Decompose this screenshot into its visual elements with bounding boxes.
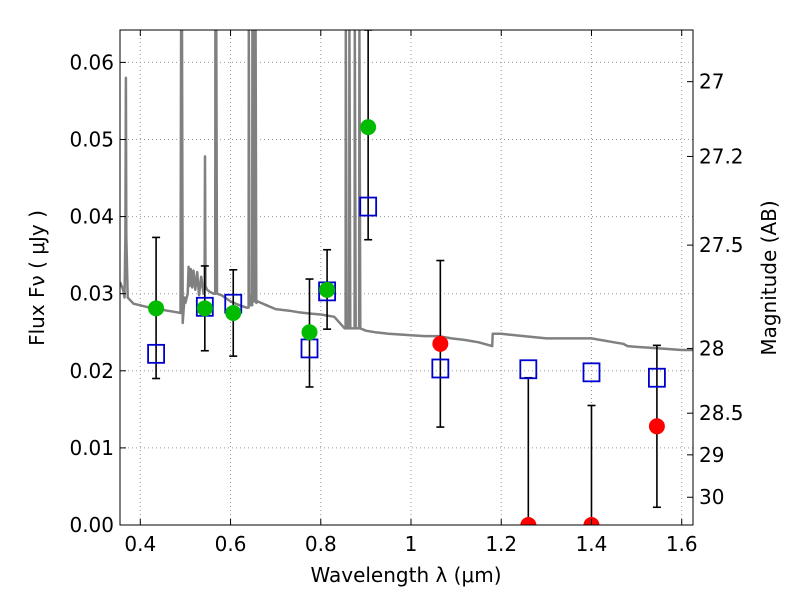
y-tick-label: 0.03: [69, 282, 114, 306]
y-tick-label: 0.01: [69, 436, 114, 460]
y2-axis-label: Magnitude (AB): [757, 200, 781, 355]
y2-tick-label: 30: [699, 485, 724, 509]
y2-tick-label: 28: [699, 336, 724, 360]
plot-area: [120, 30, 693, 525]
y2-tick-label: 27: [699, 70, 724, 94]
plot-frame: [119, 29, 694, 526]
y2-tick-label: 27.5: [699, 233, 744, 257]
model-photometry-square: [147, 343, 165, 364]
x-tick-label: 0.4: [124, 532, 156, 556]
detection-point: [148, 300, 165, 317]
y-tick-label: 0.02: [69, 359, 114, 383]
y2-tick-label: 27.2: [699, 144, 744, 168]
y-axis-label: Flux Fν ( μJy ): [25, 210, 49, 346]
x-tick-label: 1.4: [576, 532, 608, 556]
x-tick-label: 0.6: [215, 532, 247, 556]
detection-point: [301, 324, 318, 341]
detection-point: [319, 281, 336, 298]
y-tick-label: 0.00: [69, 513, 114, 537]
x-tick-label: 1.6: [666, 532, 698, 556]
x-tick-label: 1.2: [485, 532, 517, 556]
y-tick-label: 0.05: [69, 127, 114, 151]
model-photometry-square: [582, 362, 601, 383]
low-sn-point: [648, 418, 665, 435]
x-tick-label: 0.8: [305, 532, 337, 556]
detection-point: [196, 300, 213, 317]
y-tick-label: 0.04: [69, 205, 114, 229]
detection-point: [360, 119, 377, 136]
low-sn-point: [432, 335, 449, 352]
model-photometry-square: [359, 196, 378, 217]
y-tick-label: 0.06: [69, 50, 114, 74]
x-axis-label: Wavelength λ (μm): [310, 563, 501, 587]
model-photometry-square: [648, 367, 666, 388]
y2-tick-label: 29: [699, 443, 724, 467]
model-photometry-square: [519, 359, 538, 380]
x-tick-label: 1: [405, 532, 418, 556]
low-sn-point: [520, 517, 537, 525]
detection-point: [225, 304, 242, 321]
axes: 0.4 0.6 0.8 1 1.2 1.4 1.6 0.00 0.01 0.02 0.03 0.04 0…: [69, 30, 744, 556]
model-photometry-square: [431, 358, 450, 379]
y2-tick-label: 28.5: [699, 401, 744, 425]
